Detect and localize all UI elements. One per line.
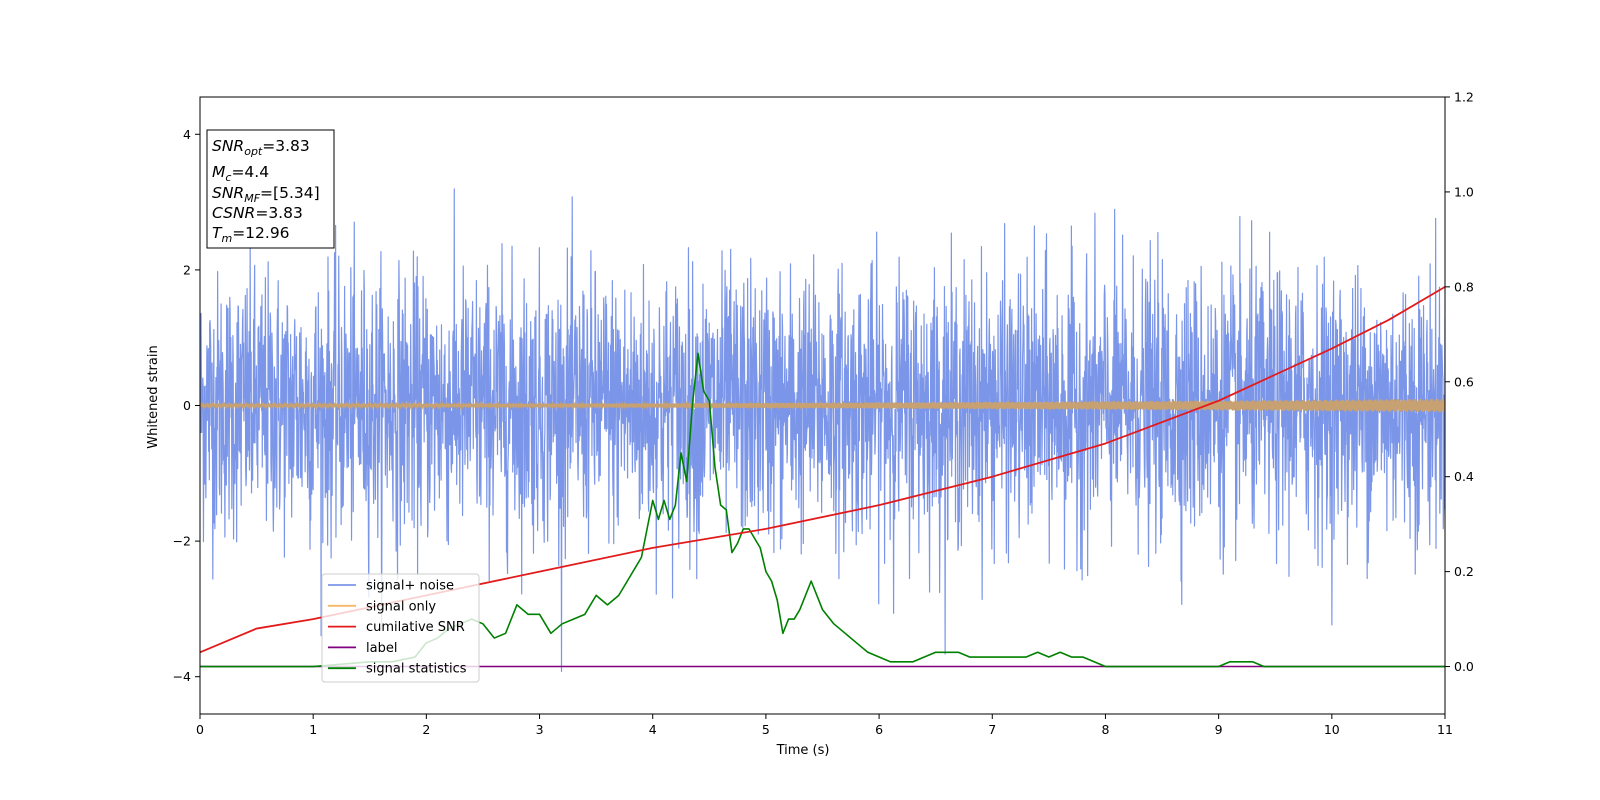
signal-statistics-series-line bbox=[200, 352, 1445, 668]
signal-only-series-line bbox=[200, 398, 1445, 413]
info-box: SNRopt=3.83 Mc=4.4 SNRMF=[5.34] CSNR=3.8… bbox=[206, 129, 335, 249]
axes: 0 1 2 3 4 5 6 7 8 9 10 11 4 2 0 −2 −4 1.2 1.0 0.8 0.6 0.4 0.2 0… bbox=[173, 90, 1474, 738]
y2-tick-label: 1.2 bbox=[1454, 90, 1474, 105]
legend: signal+ noise signal only cumilative SNR la… bbox=[321, 573, 480, 683]
y-tick-label: 2 bbox=[183, 262, 191, 277]
y-tick-label: 4 bbox=[183, 127, 191, 142]
y-tick-label: 0 bbox=[183, 398, 191, 413]
y2-tick-label: 0.2 bbox=[1454, 564, 1474, 579]
y2-tick-label: 1.0 bbox=[1454, 184, 1474, 199]
legend-label-noise: signal+ noise bbox=[366, 579, 454, 594]
info-box-frame bbox=[206, 129, 335, 249]
y2-tick-label: 0.0 bbox=[1454, 659, 1474, 674]
x-tick-label: 8 bbox=[1101, 722, 1109, 737]
y2-tick-label: 0.8 bbox=[1454, 279, 1474, 294]
x-tick-label: 11 bbox=[1437, 722, 1453, 737]
x-tick-label: 4 bbox=[649, 722, 657, 737]
info-csnr: CSNR=3.83 bbox=[212, 204, 303, 222]
x-tick-label: 0 bbox=[196, 722, 204, 737]
info-m-c: Mc=4.4 bbox=[212, 163, 269, 184]
legend-label-signal-statistics: signal statistics bbox=[366, 662, 467, 677]
info-snr-opt: SNRopt=3.83 bbox=[212, 137, 310, 158]
noise-series-line bbox=[200, 188, 1445, 672]
y-axis-title: Whitened strain bbox=[146, 345, 161, 448]
y-tick-label: −4 bbox=[173, 669, 191, 684]
x-tick-label: 3 bbox=[536, 722, 544, 737]
x-tick-label: 7 bbox=[988, 722, 996, 737]
x-tick-label: 9 bbox=[1215, 722, 1223, 737]
info-snr-mf: SNRMF=[5.34] bbox=[212, 184, 320, 205]
y2-tick-label: 0.4 bbox=[1454, 469, 1474, 484]
legend-label-cumilative-snr: cumilative SNR bbox=[366, 620, 465, 635]
x-tick-label: 2 bbox=[422, 722, 430, 737]
legend-label-signal-only: signal only bbox=[366, 599, 436, 614]
x-tick-label: 5 bbox=[762, 722, 770, 737]
y-tick-label: −2 bbox=[173, 534, 191, 549]
legend-label-label: label bbox=[366, 641, 397, 656]
x-axis-title: Time (s) bbox=[776, 743, 830, 758]
x-tick-label: 10 bbox=[1324, 722, 1340, 737]
info-t-m: Tm=12.96 bbox=[212, 224, 290, 245]
x-tick-label: 1 bbox=[309, 722, 317, 737]
x-tick-label: 6 bbox=[875, 722, 883, 737]
legend-frame bbox=[321, 573, 480, 683]
y2-tick-label: 0.6 bbox=[1454, 374, 1474, 389]
